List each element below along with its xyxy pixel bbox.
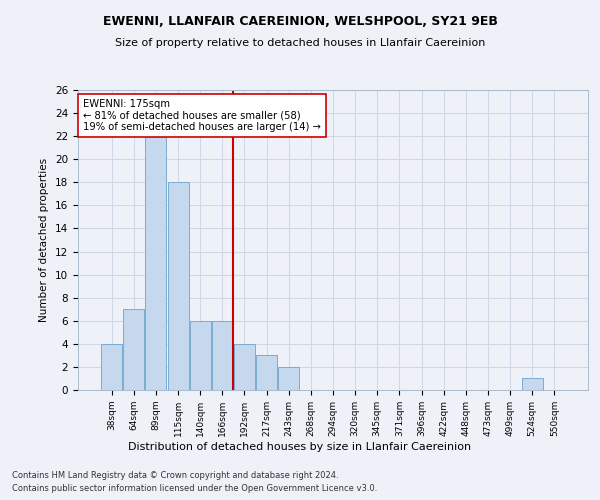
Text: EWENNI, LLANFAIR CAEREINION, WELSHPOOL, SY21 9EB: EWENNI, LLANFAIR CAEREINION, WELSHPOOL, …	[103, 15, 497, 28]
Bar	[190, 321, 211, 390]
Bar	[101, 344, 122, 390]
Bar	[256, 356, 277, 390]
Bar	[145, 136, 166, 390]
Bar	[521, 378, 542, 390]
Text: Contains public sector information licensed under the Open Government Licence v3: Contains public sector information licen…	[12, 484, 377, 493]
Bar	[167, 182, 188, 390]
Text: Contains HM Land Registry data © Crown copyright and database right 2024.: Contains HM Land Registry data © Crown c…	[12, 471, 338, 480]
Text: Size of property relative to detached houses in Llanfair Caereinion: Size of property relative to detached ho…	[115, 38, 485, 48]
Bar	[234, 344, 255, 390]
Y-axis label: Number of detached properties: Number of detached properties	[40, 158, 49, 322]
Bar	[124, 309, 145, 390]
Bar	[212, 321, 233, 390]
Bar	[278, 367, 299, 390]
Text: Distribution of detached houses by size in Llanfair Caereinion: Distribution of detached houses by size …	[128, 442, 472, 452]
Text: EWENNI: 175sqm
← 81% of detached houses are smaller (58)
19% of semi-detached ho: EWENNI: 175sqm ← 81% of detached houses …	[83, 99, 321, 132]
